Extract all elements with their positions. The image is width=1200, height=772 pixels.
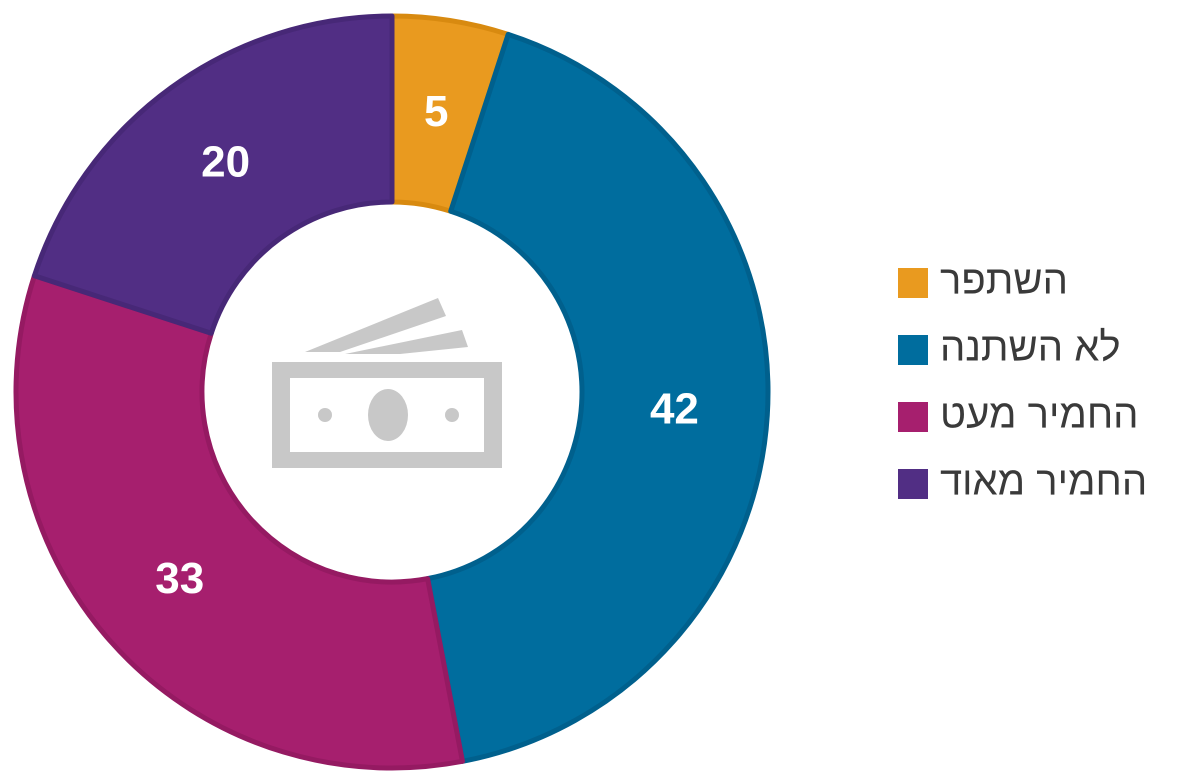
data-label: 5 [424,87,448,136]
slice [425,31,771,764]
slice [13,273,465,771]
legend-label: החמיר מעט [940,393,1139,437]
legend-swatch [898,268,928,298]
data-label: 42 [650,384,699,433]
legend-swatch [898,335,928,365]
legend-swatch [898,402,928,432]
legend-swatch [898,469,928,499]
legend-label: השתפר [940,259,1068,303]
legend-label: לא השתנה [940,326,1121,370]
legend-label: החמיר מאוד [940,460,1147,504]
data-label: 33 [155,554,204,603]
slice [31,13,395,336]
money-icon [272,298,502,468]
data-label: 20 [201,138,250,187]
